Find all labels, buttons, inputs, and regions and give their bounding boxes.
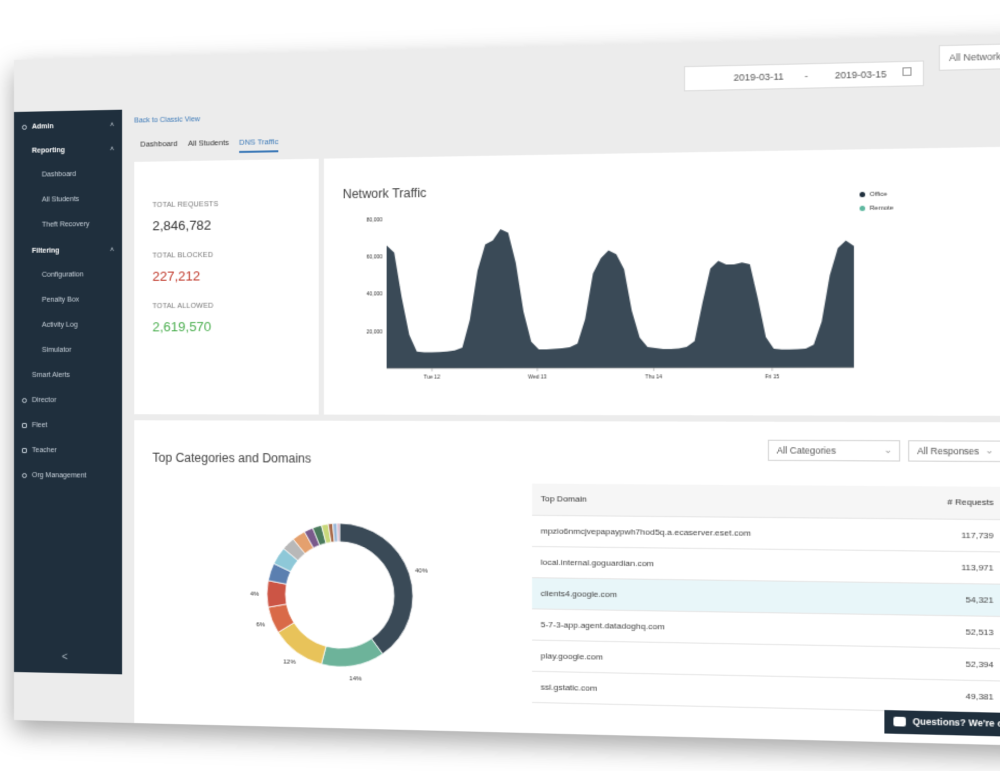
legend-dot-remote — [860, 206, 866, 211]
legend-item-office: Office — [860, 192, 888, 199]
donut-percent-label: 4% — [250, 592, 260, 598]
sidebar-item-filtering[interactable]: Filtering — [32, 248, 60, 255]
sidebar-item-reporting[interactable]: Reporting — [32, 147, 65, 155]
total-allowed-label: TOTAL ALLOWED — [152, 303, 213, 310]
sidebar-item-penalty-box[interactable]: Penalty Box — [42, 297, 79, 304]
calendar-icon[interactable] — [902, 67, 911, 76]
sidebar-item-org-management[interactable]: Org Management — [22, 472, 86, 479]
requests-cell: 49,381 — [909, 679, 1000, 713]
chat-bubble-icon — [893, 717, 905, 727]
x-tick-label: Fri 15 — [765, 374, 779, 380]
caret-up-icon: ˄ — [110, 247, 114, 254]
chevron-down-icon: ⌄ — [985, 445, 994, 457]
caret-up-icon: ˄ — [110, 146, 114, 153]
donut-slice[interactable] — [267, 581, 287, 608]
chat-widget-button[interactable]: Questions? We're online. — [884, 710, 1000, 738]
sidebar-item-simulator[interactable]: Simulator — [42, 347, 72, 354]
back-to-classic-link[interactable]: Back to Classic View — [134, 116, 200, 124]
sidebar-item-all-students[interactable]: All Students — [42, 196, 79, 204]
y-tick-label: 80,000 — [366, 217, 382, 223]
legend-item-remote: Remote — [860, 205, 894, 212]
total-requests-label: TOTAL REQUESTS — [152, 201, 218, 209]
sidebar-item-smart-alerts[interactable]: Smart Alerts — [32, 372, 70, 379]
laptop-icon — [22, 423, 27, 428]
donut-slice[interactable] — [321, 638, 382, 668]
sidebar-item-dashboard[interactable]: Dashboard — [42, 171, 76, 179]
total-allowed-value: 2,619,570 — [152, 319, 211, 334]
sidebar-item-director[interactable]: Director — [22, 397, 56, 404]
category-filter-select[interactable]: All Categories ⌄ — [768, 440, 900, 462]
sidebar-item-configuration[interactable]: Configuration — [42, 271, 84, 278]
total-blocked-label: TOTAL BLOCKED — [152, 252, 213, 260]
donut-percent-label: 40% — [415, 568, 428, 574]
gear-icon — [22, 473, 27, 478]
network-select-value: All Networks — [949, 51, 1000, 63]
domain-cell: local.internal.goguardian.com — [532, 546, 909, 582]
date-range-picker[interactable]: 2019-03-11 - 2019-03-15 — [684, 60, 924, 91]
date-separator: - — [805, 71, 808, 82]
x-tick-label: Wed 13 — [528, 374, 547, 380]
domain-cell: mpzio6nmcjvepapaypwh7hod5q.a.ecaserver.e… — [532, 515, 909, 551]
total-requests-value: 2,846,782 — [152, 217, 211, 233]
donut-slice[interactable] — [278, 622, 326, 664]
stats-card: TOTAL REQUESTS 2,846,782 TOTAL BLOCKED 2… — [134, 159, 319, 415]
collapse-sidebar-button[interactable]: < — [62, 652, 68, 663]
sidebar-item-fleet[interactable]: Fleet — [22, 422, 47, 429]
top-categories-card: Top Categories and Domains All Categorie… — [134, 420, 1000, 746]
sidebar-item-theft-recovery[interactable]: Theft Recovery — [42, 221, 89, 229]
y-tick-label: 40,000 — [366, 292, 382, 298]
sidebar-item-activity-log[interactable]: Activity Log — [42, 322, 78, 329]
sidebar-item-teacher[interactable]: Teacher — [22, 447, 57, 454]
teacher-icon — [22, 448, 27, 453]
top-categories-title: Top Categories and Domains — [152, 451, 311, 466]
network-traffic-chart: 80,000 60,000 40,000 20,000 Tue 12 Wed 13 Thu … — [334, 192, 854, 405]
col-header-requests[interactable]: # Requests — [909, 486, 1000, 519]
network-select[interactable]: All Networks ⌄ — [939, 43, 1000, 71]
donut-slice[interactable] — [337, 523, 339, 541]
y-tick-label: 20,000 — [366, 329, 382, 335]
legend-dot-office — [860, 192, 866, 197]
chevron-down-icon: ⌄ — [884, 444, 893, 456]
tab-dashboard[interactable]: Dashboard — [140, 139, 177, 153]
categories-donut-chart: 40% 14% 12% 6% 4% — [226, 481, 455, 710]
domain-cell: ssl.gstatic.com — [532, 671, 909, 711]
date-to: 2019-03-15 — [835, 69, 887, 81]
caret-up-icon: ˄ — [110, 122, 114, 129]
y-tick-label: 60,000 — [366, 255, 382, 261]
shield-icon — [22, 124, 27, 129]
donut-percent-label: 12% — [283, 660, 296, 666]
director-icon — [22, 398, 27, 403]
x-tick-label: Thu 14 — [645, 374, 662, 380]
x-tick-label: Tue 12 — [424, 374, 440, 380]
network-traffic-card: Network Traffic Office Remote 80,000 60,0… — [324, 146, 1000, 416]
table-header-row: Top Domain # Requests — [532, 484, 1000, 520]
app-window: 2019-03-11 - 2019-03-15 All Networks ⌄ A… — [14, 34, 1000, 747]
sidebar-item-admin[interactable]: Admin — [22, 123, 54, 131]
requests-cell: 113,971 — [909, 550, 1000, 583]
donut-percent-label: 14% — [349, 676, 362, 682]
sidebar: Admin ˄ Reporting ˄ Dashboard All Studen… — [14, 110, 122, 675]
tab-all-students[interactable]: All Students — [188, 138, 229, 152]
response-filter-select[interactable]: All Responses ⌄ — [908, 440, 1000, 462]
col-header-domain[interactable]: Top Domain — [532, 484, 909, 519]
tab-dns-traffic[interactable]: DNS Traffic — [239, 137, 278, 153]
requests-cell: 52,394 — [909, 646, 1000, 680]
date-from: 2019-03-11 — [734, 71, 784, 83]
donut-percent-label: 6% — [256, 622, 266, 628]
requests-cell: 54,321 — [909, 582, 1000, 616]
requests-cell: 117,739 — [909, 518, 1000, 551]
total-blocked-value: 227,212 — [152, 268, 200, 284]
donut-slice[interactable] — [340, 523, 413, 654]
requests-cell: 52,513 — [909, 614, 1000, 648]
top-domains-table: Top Domain # Requests mpzio6nmcjvepapayp… — [532, 484, 1000, 714]
office-series-area — [387, 225, 854, 368]
